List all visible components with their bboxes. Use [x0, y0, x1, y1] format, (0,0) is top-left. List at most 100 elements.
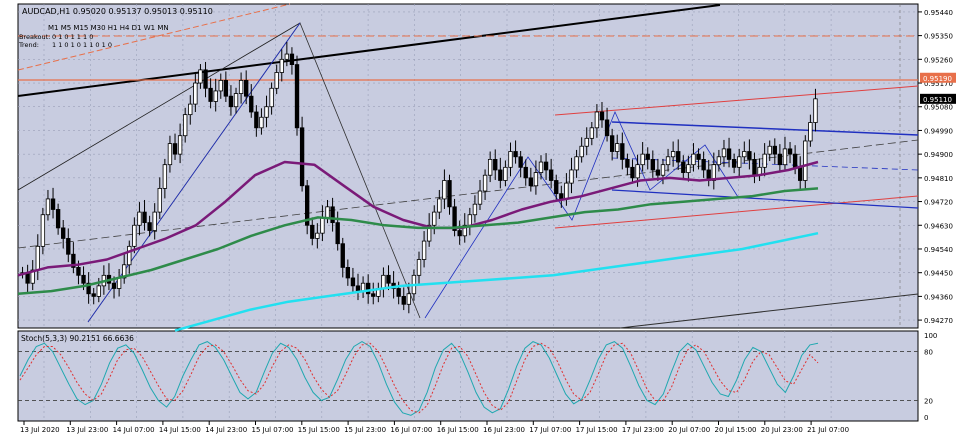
- candle-bear: [86, 282, 91, 295]
- candle-bear: [777, 153, 783, 166]
- candle-bull: [137, 211, 142, 226]
- candle-bear: [254, 111, 259, 129]
- candle-bull: [564, 182, 569, 200]
- candle-bull: [45, 198, 51, 216]
- x-tick-label: 17 Jul 07:00: [529, 426, 571, 434]
- candle-bear: [66, 238, 71, 255]
- candle-bull: [416, 259, 422, 276]
- candle-bull: [589, 127, 594, 139]
- candle-bear: [548, 169, 554, 181]
- candle-bull: [782, 148, 788, 166]
- candle-bear: [172, 143, 178, 155]
- candle-bull: [188, 103, 193, 116]
- candle-bear: [330, 206, 335, 224]
- x-tick-label: 20 Jul 07:00: [668, 426, 710, 434]
- candle-bull: [325, 206, 330, 218]
- candle-bull: [462, 224, 467, 237]
- candle-bear: [798, 166, 803, 181]
- candle-bull: [122, 264, 127, 279]
- candle-bear: [81, 274, 86, 284]
- candle-bull: [284, 53, 290, 60]
- candle-bull: [574, 156, 579, 171]
- candle-bull: [467, 214, 473, 226]
- candle-bear: [50, 198, 56, 210]
- candle-bear: [55, 209, 61, 229]
- candle-bear: [498, 169, 503, 181]
- price-label-box: [920, 93, 956, 104]
- candle-bull: [116, 277, 122, 289]
- stoch-title: Stoch(5,3,3) 90.2151 66.6636: [21, 334, 134, 343]
- candle-bear: [513, 151, 518, 158]
- candle-bear: [701, 159, 706, 171]
- candle-bull: [162, 164, 168, 189]
- y-tick-label: 0.95350: [924, 33, 953, 41]
- price-label-box: [920, 72, 956, 83]
- candle-bull: [132, 224, 137, 247]
- candle-bull: [259, 116, 264, 129]
- candle-bull: [30, 269, 35, 284]
- x-tick-label: 16 Jul 07:00: [390, 426, 432, 434]
- candle-bull: [737, 156, 742, 168]
- candle-bear: [289, 53, 295, 65]
- candle-bear: [304, 185, 310, 226]
- x-tick-label: 20 Jul 23:00: [761, 426, 803, 434]
- candle-bull: [315, 232, 320, 239]
- black-trend-line: [17, 4, 721, 97]
- candle-bear: [518, 156, 523, 168]
- trend-label: Trend:: [18, 41, 39, 49]
- x-tick-label: 13 Jul 2020: [20, 426, 60, 434]
- candle-bear: [299, 127, 305, 187]
- y-tick-label: 0.95080: [924, 104, 953, 112]
- candle-bear: [350, 277, 356, 287]
- trend-values: 1 1 0 1 0 1 1 0 1 0: [52, 41, 112, 49]
- candle-bull: [686, 164, 691, 173]
- candle-bear: [76, 267, 81, 276]
- candle-bear: [208, 87, 213, 102]
- candle-bear: [645, 153, 650, 160]
- candle-bear: [731, 159, 737, 168]
- candle-bull: [279, 58, 284, 73]
- x-tick-label: 15 Jul 07:00: [252, 426, 294, 434]
- ma-cyan-line: [174, 231, 819, 332]
- main-plot-area: [17, 3, 919, 329]
- x-tick-label: 13 Jul 23:00: [66, 426, 108, 434]
- candle-bull: [477, 190, 483, 205]
- candle-bull: [813, 98, 818, 123]
- candle-bear: [294, 64, 300, 129]
- triangle-upper: [611, 121, 919, 136]
- stoch-tick-label: 80: [924, 348, 933, 356]
- candle-bull: [482, 174, 488, 192]
- candle-bull: [40, 214, 46, 247]
- candle-bear: [604, 119, 610, 137]
- x-tick-label: 14 Jul 15:00: [159, 426, 201, 434]
- lower-trend-line: [619, 293, 919, 329]
- candle-bear: [625, 159, 630, 168]
- candle-bull: [803, 140, 808, 181]
- y-tick-label: 0.94630: [924, 222, 953, 230]
- candle-bear: [559, 193, 564, 200]
- candle-bull: [767, 145, 772, 155]
- candle-bear: [447, 180, 452, 208]
- candle-bull: [808, 122, 813, 142]
- candle-bear: [772, 145, 777, 155]
- candle-bear: [696, 153, 701, 160]
- candle-bull: [442, 180, 447, 200]
- x-tick-label: 16 Jul 23:00: [483, 426, 525, 434]
- candle-bull: [167, 143, 173, 166]
- candle-bear: [386, 274, 391, 284]
- price-label: 0.95110: [923, 96, 952, 104]
- x-tick-label: 15 Jul 15:00: [298, 426, 340, 434]
- x-tick-label: 14 Jul 23:00: [205, 426, 247, 434]
- y-tick-label: 0.94360: [924, 293, 953, 301]
- candle-bear: [335, 222, 340, 245]
- axis-labels: 0.95440 0.95350 0.95260 0.95170 0.95080 0.949…: [20, 9, 956, 434]
- y-tick-label: 0.95440: [924, 9, 953, 17]
- channel-lower: [554, 195, 919, 229]
- symbol-header: AUDCAD,H1 0.95020 0.95137 0.95013 0.9511…: [22, 7, 213, 16]
- y-tick-label: 0.94990: [924, 127, 953, 135]
- candle-bear: [203, 69, 208, 89]
- candle-bull: [264, 106, 269, 118]
- candle-bull: [35, 245, 40, 271]
- candle-bull: [233, 93, 239, 108]
- breakout-values: 0 1 0 1 1 1 0: [52, 33, 93, 41]
